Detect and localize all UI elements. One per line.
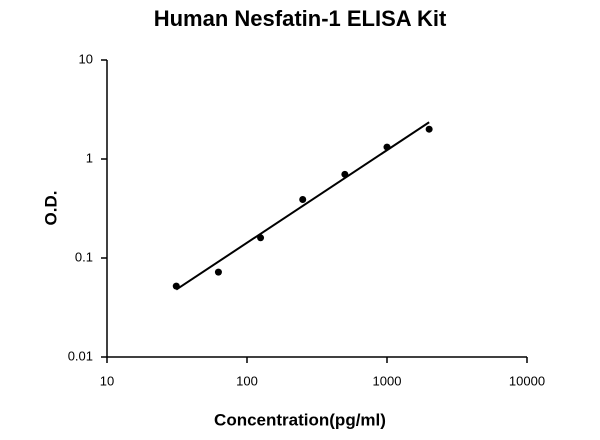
x-tick-label: 10000 — [509, 373, 545, 388]
fit-line — [175, 121, 430, 291]
x-tick-label: 10 — [100, 373, 114, 388]
x-tick-label: 100 — [236, 373, 258, 388]
data-point — [425, 125, 433, 133]
y-tick-label: 0.01 — [68, 348, 93, 363]
data-point — [299, 195, 307, 203]
data-point — [172, 282, 180, 290]
y-tick-label: 1 — [86, 150, 93, 165]
data-point — [257, 234, 265, 242]
y-tick-label: 0.1 — [75, 249, 93, 264]
y-axis-label: O.D. — [41, 191, 60, 226]
x-axis-label: Concentration(pg/ml) — [214, 410, 386, 429]
y-tick-label: 10 — [79, 51, 93, 66]
data-point — [341, 170, 349, 178]
chart-title: Human Nesfatin-1 ELISA Kit — [154, 6, 447, 31]
data-point — [383, 143, 391, 151]
data-point — [214, 268, 222, 276]
x-tick-label: 1000 — [373, 373, 402, 388]
